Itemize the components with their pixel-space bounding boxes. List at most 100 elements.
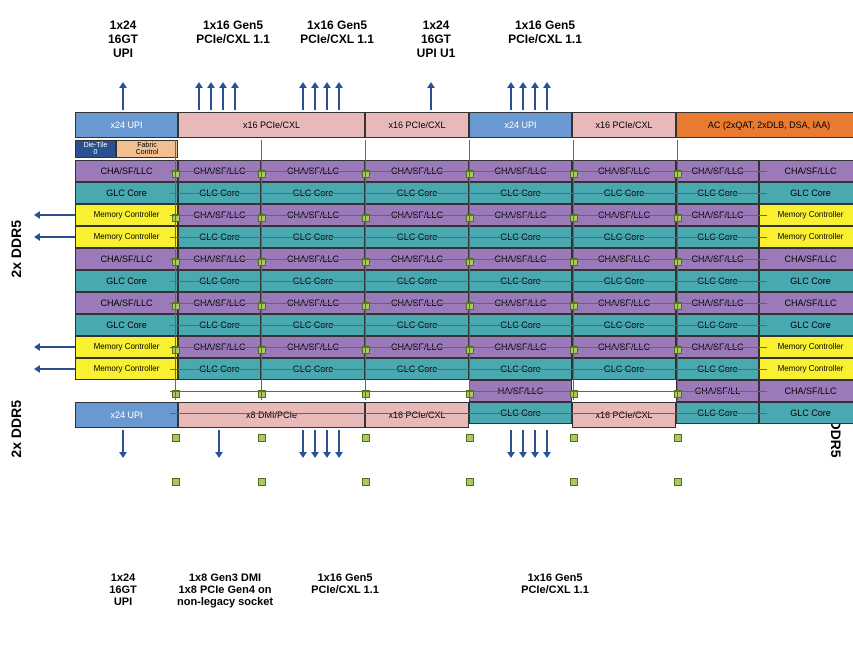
arrowhead-up-icon	[231, 82, 239, 88]
mesh-node	[172, 478, 180, 486]
arrowhead-left-icon	[34, 211, 40, 219]
mesh-vline	[677, 140, 678, 400]
glc-block: GLC Core	[75, 270, 178, 292]
arrow-stem	[40, 346, 75, 348]
mesh-vline	[175, 140, 176, 400]
arrowhead-up-icon	[311, 82, 319, 88]
mesh-hline	[170, 259, 767, 260]
memory-controller-block: Memory Controller	[759, 204, 853, 226]
mesh-hline	[170, 347, 767, 348]
mesh-node	[172, 434, 180, 442]
arrowhead-left-icon	[34, 233, 40, 241]
io-block: x16 PCIe/CXL	[572, 112, 676, 138]
mesh-node	[570, 478, 578, 486]
cha-block: CHA/SF/LLC	[759, 380, 853, 402]
mesh-vline	[573, 140, 574, 400]
mesh-node	[258, 434, 266, 442]
io-block: x16 PCIe/CXL	[572, 402, 676, 428]
arrowhead-down-icon	[543, 452, 551, 458]
mesh-hline	[170, 171, 767, 172]
arrow-stem	[302, 88, 304, 110]
arrowhead-down-icon	[215, 452, 223, 458]
io-block: x16 PCIe/CXL	[178, 112, 365, 138]
memory-controller-block: Memory Controller	[759, 336, 853, 358]
fabric-block: FabricControl	[116, 140, 178, 158]
arrow-stem	[222, 88, 224, 110]
arrowhead-down-icon	[311, 452, 319, 458]
arrowhead-down-icon	[531, 452, 539, 458]
arrow-stem	[218, 430, 220, 452]
mesh-vline	[261, 140, 262, 400]
arrow-stem	[510, 88, 512, 110]
arrowhead-up-icon	[427, 82, 435, 88]
arrowhead-up-icon	[323, 82, 331, 88]
arrow-stem	[40, 236, 75, 238]
arrowhead-left-icon	[34, 343, 40, 351]
mesh-hline	[170, 325, 767, 326]
arrow-stem	[338, 430, 340, 452]
cha-block: CHA/SF/LLC	[759, 292, 853, 314]
io-block: x16 PCIe/CXL	[365, 112, 469, 138]
cha-block: CHA/SF/LLC	[75, 160, 178, 182]
arrow-stem	[430, 88, 432, 110]
bottom-label: 1x16 Gen5PCIe/CXL 1.1	[510, 572, 600, 596]
memory-controller-block: Memory Controller	[759, 358, 853, 380]
memory-controller-block: Memory Controller	[75, 204, 178, 226]
arrow-stem	[338, 88, 340, 110]
arrow-stem	[522, 430, 524, 452]
arrow-stem	[534, 430, 536, 452]
arrowhead-up-icon	[519, 82, 527, 88]
arrow-stem	[210, 88, 212, 110]
arrowhead-up-icon	[335, 82, 343, 88]
arrowhead-up-icon	[507, 82, 515, 88]
glc-block: GLC Core	[759, 182, 853, 204]
bottom-label: 1x2416GTUPI	[88, 572, 158, 608]
mesh-node	[258, 478, 266, 486]
arrowhead-up-icon	[119, 82, 127, 88]
glc-block: GLC Core	[759, 270, 853, 292]
arrow-stem	[234, 88, 236, 110]
arrow-stem	[122, 88, 124, 110]
mesh-node	[570, 434, 578, 442]
top-label: 1x2416GTUPI U1	[396, 18, 476, 60]
arrow-stem	[510, 430, 512, 452]
mesh-vline	[365, 140, 366, 400]
arrow-stem	[198, 88, 200, 110]
mesh-node	[362, 434, 370, 442]
glc-block: GLC Core	[759, 402, 853, 424]
mesh-hline	[170, 281, 767, 282]
arrow-stem	[314, 88, 316, 110]
side-label-left: 2x DDR5	[8, 400, 24, 458]
arrowhead-up-icon	[299, 82, 307, 88]
arrowhead-down-icon	[299, 452, 307, 458]
dietile-block: Die-Tile0	[75, 140, 116, 158]
arrow-stem	[40, 214, 75, 216]
io-block: x24 UPI	[469, 112, 572, 138]
arrow-stem	[314, 430, 316, 452]
top-label: 1x16 Gen5PCIe/CXL 1.1	[500, 18, 590, 46]
arrow-stem	[546, 88, 548, 110]
bottom-label: 1x16 Gen5PCIe/CXL 1.1	[300, 572, 390, 596]
arrow-stem	[122, 430, 124, 452]
arrowhead-down-icon	[519, 452, 527, 458]
arrow-stem	[302, 430, 304, 452]
arrow-stem	[40, 368, 75, 370]
memory-controller-block: Memory Controller	[75, 358, 178, 380]
arrowhead-down-icon	[507, 452, 515, 458]
io-block: x24 UPI	[75, 402, 178, 428]
arrow-stem	[326, 430, 328, 452]
mesh-hline	[170, 193, 767, 194]
cha-block: CHA/SF/LLC	[759, 248, 853, 270]
memory-controller-block: Memory Controller	[75, 336, 178, 358]
arrow-stem	[534, 88, 536, 110]
arrowhead-down-icon	[119, 452, 127, 458]
io-block: x8 DMI/PCIe	[178, 402, 365, 428]
mesh-vline	[469, 140, 470, 400]
arrowhead-down-icon	[335, 452, 343, 458]
cha-block: CHA/SF/LLC	[75, 248, 178, 270]
arrowhead-up-icon	[195, 82, 203, 88]
arrowhead-up-icon	[219, 82, 227, 88]
mesh-hline	[170, 391, 767, 392]
glc-block: GLC Core	[759, 314, 853, 336]
glc-block: GLC Core	[75, 314, 178, 336]
